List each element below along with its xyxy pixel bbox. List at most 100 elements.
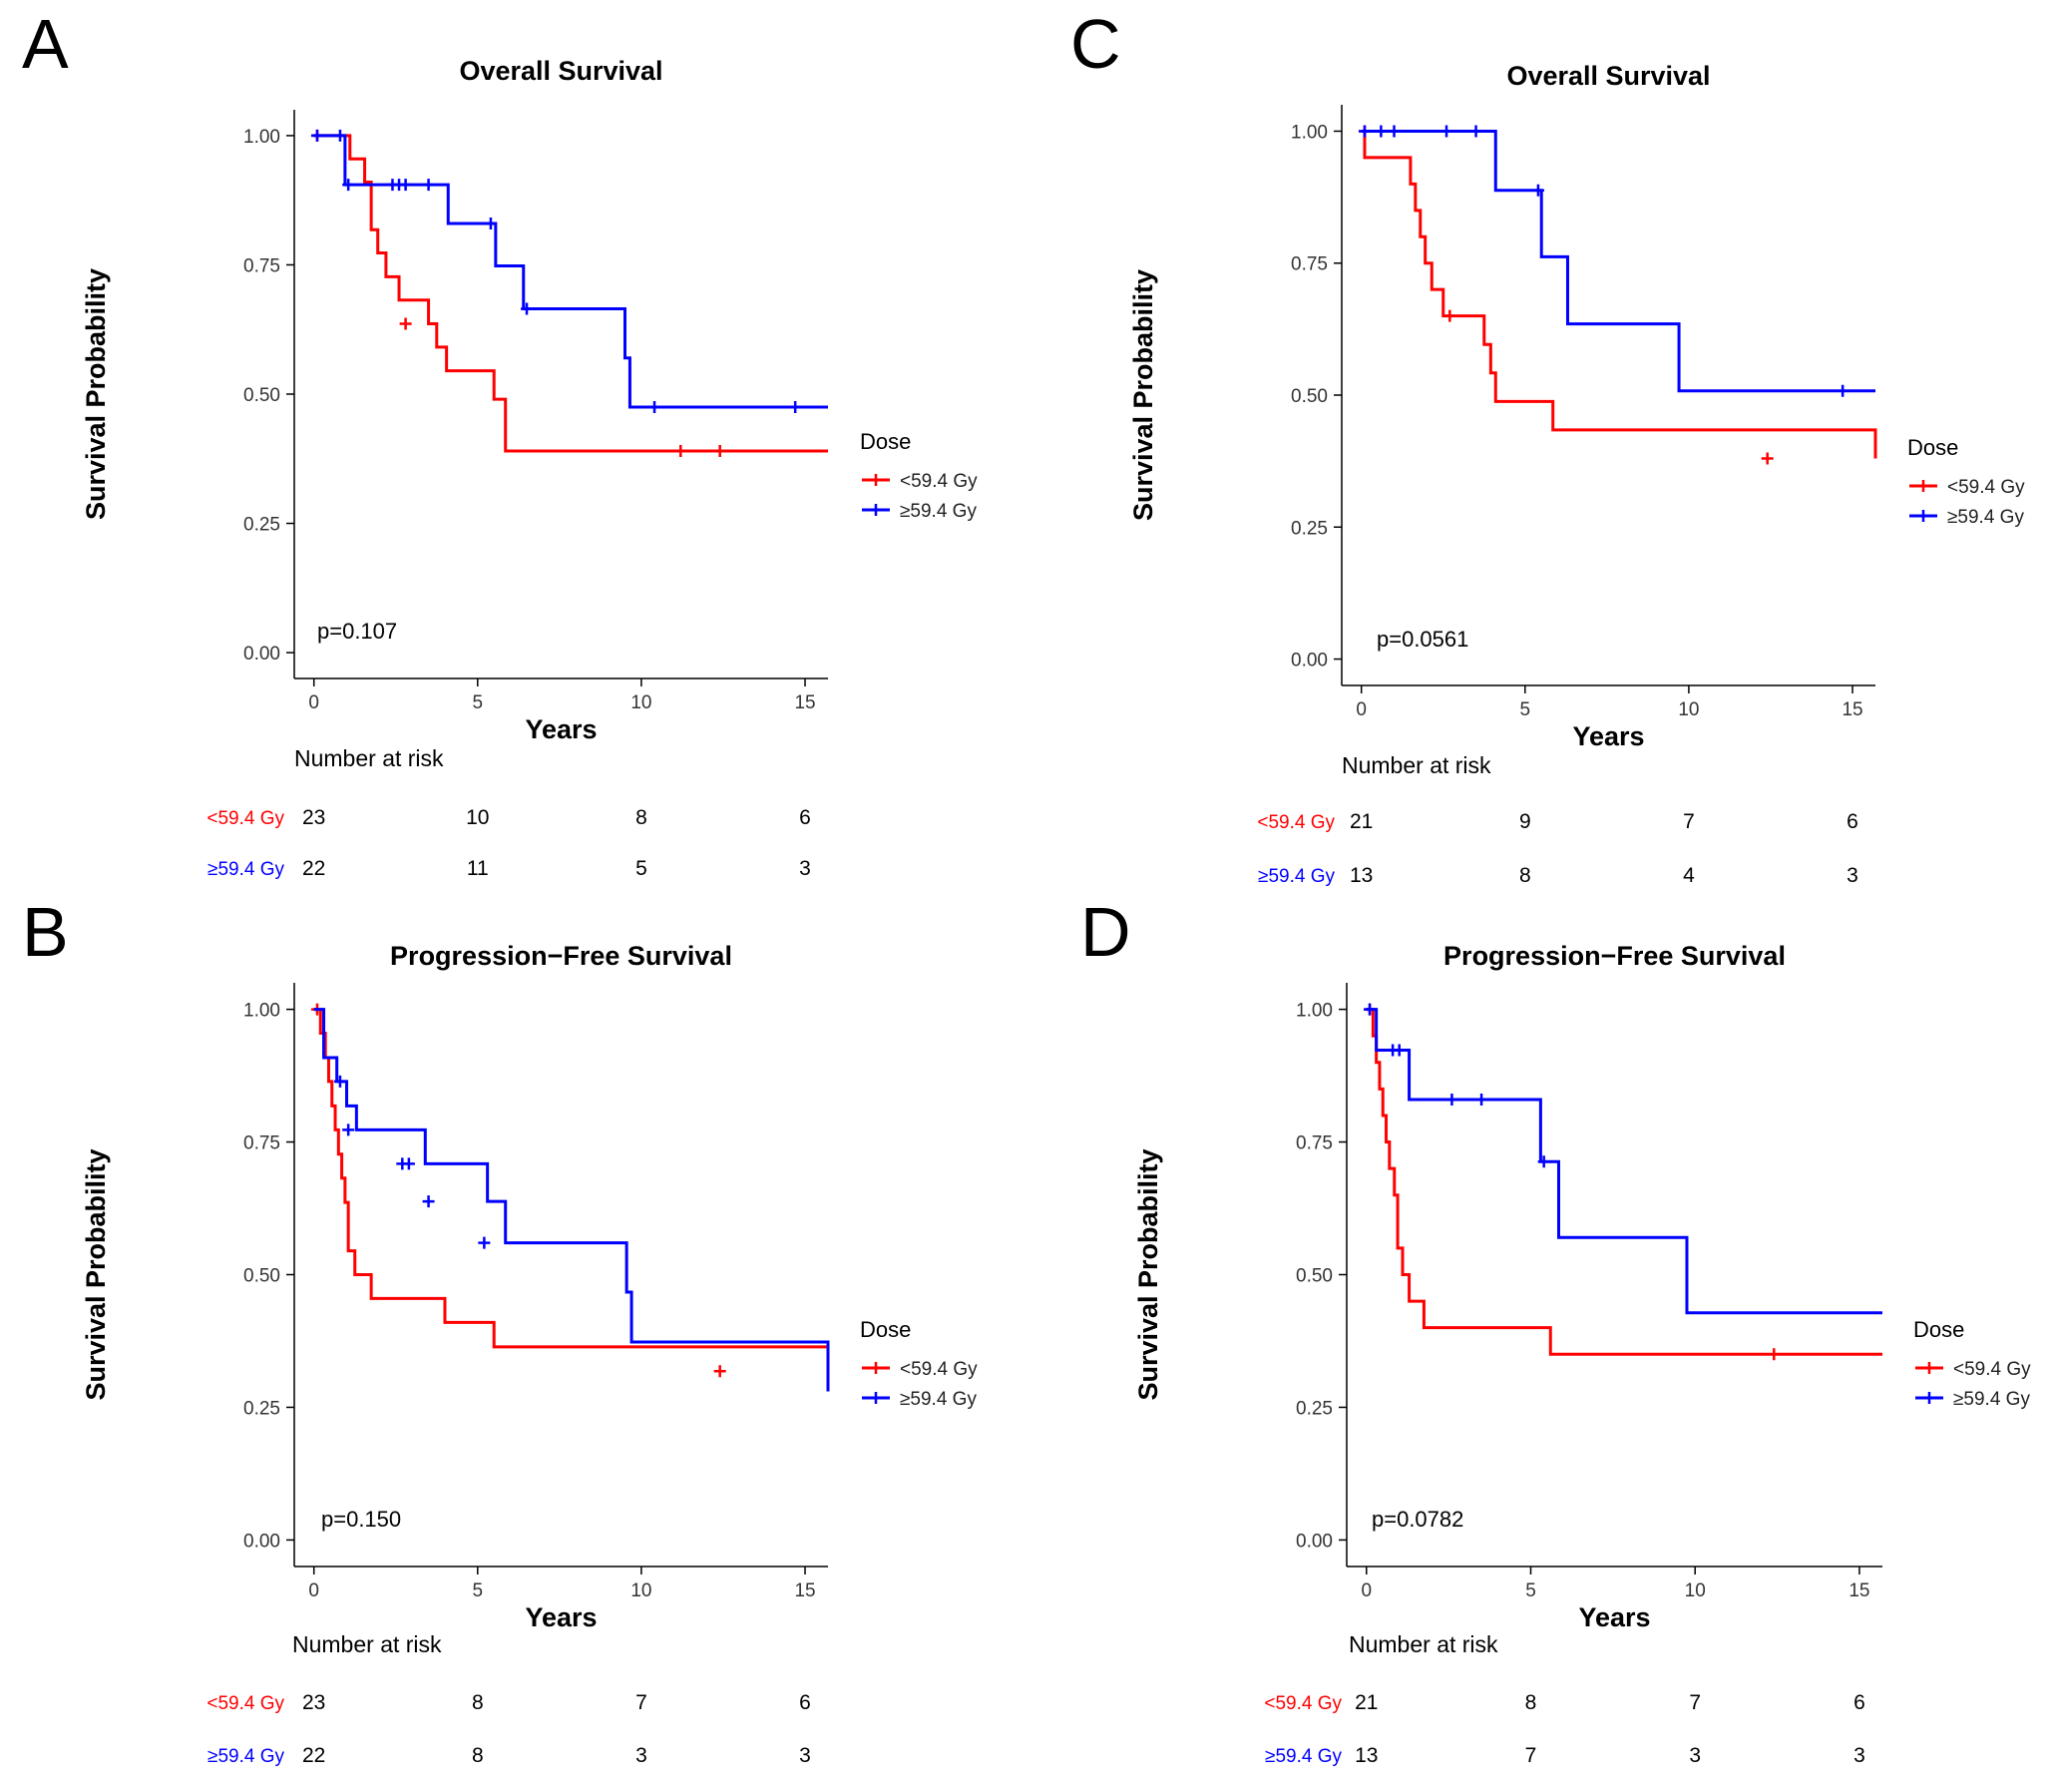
legend-label: ≥59.4 Gy xyxy=(1953,1389,2030,1410)
risk-table-title: Number at risk xyxy=(292,1631,442,1657)
p-value: p=0.150 xyxy=(321,1507,401,1532)
y-tick-label: 0.50 xyxy=(243,385,280,406)
risk-count: 22 xyxy=(302,1744,325,1767)
censor-mark xyxy=(1531,184,1544,197)
risk-count: 8 xyxy=(472,1744,484,1767)
risk-count: 8 xyxy=(1525,1691,1537,1714)
risk-row-label: ≥59.4 Gy xyxy=(207,859,284,880)
risk-count: 13 xyxy=(1355,1744,1378,1767)
legend-label: ≥59.4 Gy xyxy=(1947,507,2024,528)
risk-count: 23 xyxy=(302,806,325,829)
legend-label: <59.4 Gy xyxy=(900,471,978,492)
x-tick-label: 15 xyxy=(1848,1580,1869,1601)
y-tick-label: 0.25 xyxy=(1291,518,1328,539)
censor-mark xyxy=(1358,125,1371,138)
x-tick-label: 10 xyxy=(1685,1580,1706,1601)
y-tick-label: 1.00 xyxy=(243,1001,280,1022)
risk-count: 3 xyxy=(635,1744,647,1767)
censor-mark xyxy=(422,1195,435,1208)
risk-row-label: <59.4 Gy xyxy=(206,1693,284,1714)
risk-count: 7 xyxy=(635,1691,647,1714)
legend-title: Dose xyxy=(860,1317,911,1342)
y-tick-label: 0.50 xyxy=(1291,386,1328,407)
x-tick-label: 5 xyxy=(473,692,484,713)
risk-count: 3 xyxy=(1853,1744,1865,1767)
risk-count: 8 xyxy=(472,1691,484,1714)
y-axis-label: Survival Probability xyxy=(1133,1148,1163,1400)
censor-mark xyxy=(648,400,661,413)
y-tick-label: 0.75 xyxy=(1296,1133,1333,1154)
risk-count: 10 xyxy=(466,806,489,829)
risk-count: 9 xyxy=(1519,810,1531,833)
censor-mark xyxy=(402,1157,415,1170)
risk-row-label: ≥59.4 Gy xyxy=(1265,1746,1342,1767)
p-value: p=0.0561 xyxy=(1377,627,1468,652)
risk-count: 22 xyxy=(302,857,325,880)
censor-mark xyxy=(1445,1094,1458,1106)
survival-curve-low-dose xyxy=(313,1008,830,1372)
risk-count: 6 xyxy=(1846,810,1858,833)
risk-count: 8 xyxy=(1519,864,1531,887)
risk-count: 23 xyxy=(302,1691,325,1714)
x-axis-label: Years xyxy=(1578,1602,1650,1632)
y-axis-label: Survival Probability xyxy=(81,1148,111,1400)
x-axis-label: Years xyxy=(1572,721,1644,751)
risk-count: 8 xyxy=(635,806,647,829)
p-value: p=0.0782 xyxy=(1372,1507,1463,1532)
legend-label: <59.4 Gy xyxy=(1953,1359,2031,1380)
censor-mark xyxy=(1443,309,1456,322)
y-axis-label: Survival Probability xyxy=(1128,269,1158,521)
panel-d: D Progression−Free Survival 0.00 0.25 0.50 0.… xyxy=(1080,893,2031,1767)
risk-count: 5 xyxy=(635,857,647,880)
x-tick-label: 15 xyxy=(794,1580,815,1601)
censor-mark xyxy=(484,218,497,229)
panel-letter: B xyxy=(22,893,69,971)
risk-table-title: Number at risk xyxy=(1349,1631,1498,1657)
x-tick-label: 10 xyxy=(630,1580,651,1601)
risk-count: 3 xyxy=(799,857,811,880)
survival-curve-low-dose xyxy=(1361,129,1877,459)
y-tick-label: 1.00 xyxy=(1291,122,1328,143)
y-tick-label: 0.75 xyxy=(243,255,280,276)
y-axis-label: Survival Probability xyxy=(81,268,111,520)
y-tick-label: 0.00 xyxy=(243,1531,280,1552)
censor-mark xyxy=(342,1123,355,1136)
risk-count: 13 xyxy=(1350,864,1373,887)
panel-c: C Overall Survival 0.00 0.25 0.50 0.75 1.00 0 5 1… xyxy=(1070,5,2025,887)
y-tick-label: 0.50 xyxy=(1296,1266,1333,1287)
risk-row-label: ≥59.4 Gy xyxy=(1258,866,1335,887)
legend-label: <59.4 Gy xyxy=(900,1359,978,1380)
y-tick-label: 0.00 xyxy=(1296,1531,1333,1552)
risk-count: 4 xyxy=(1683,864,1695,887)
survival-curve-high-dose xyxy=(1366,1008,1882,1315)
risk-count: 21 xyxy=(1350,810,1373,833)
x-tick-label: 15 xyxy=(1842,699,1862,720)
legend-label: ≥59.4 Gy xyxy=(900,1389,977,1410)
x-axis-label: Years xyxy=(525,1602,597,1632)
censor-mark xyxy=(521,302,534,315)
censor-mark xyxy=(1761,452,1774,465)
x-axis-label: Years xyxy=(525,714,597,744)
censor-mark xyxy=(1440,125,1453,138)
risk-count: 11 xyxy=(467,857,489,880)
censor-mark xyxy=(713,1365,726,1378)
panel-letter: A xyxy=(22,5,69,83)
risk-row-label: <59.4 Gy xyxy=(1264,1693,1342,1714)
censor-mark xyxy=(342,179,355,192)
legend-title: Dose xyxy=(1913,1317,1964,1342)
censor-mark xyxy=(422,179,435,192)
y-tick-label: 0.25 xyxy=(1296,1398,1333,1419)
x-tick-label: 5 xyxy=(1520,699,1531,720)
y-tick-label: 0.25 xyxy=(243,515,280,536)
y-tick-label: 0.75 xyxy=(243,1133,280,1154)
chart-title: Progression−Free Survival xyxy=(1443,941,1786,971)
x-tick-label: 0 xyxy=(308,1580,319,1601)
risk-count: 7 xyxy=(1683,810,1695,833)
x-tick-label: 0 xyxy=(1356,699,1367,720)
risk-count: 7 xyxy=(1525,1744,1537,1767)
y-tick-label: 0.00 xyxy=(1291,651,1328,672)
risk-row-label: ≥59.4 Gy xyxy=(207,1746,284,1767)
panel-b: B Progression−Free Survival 0.00 0.25 0.50 0.… xyxy=(22,893,978,1767)
